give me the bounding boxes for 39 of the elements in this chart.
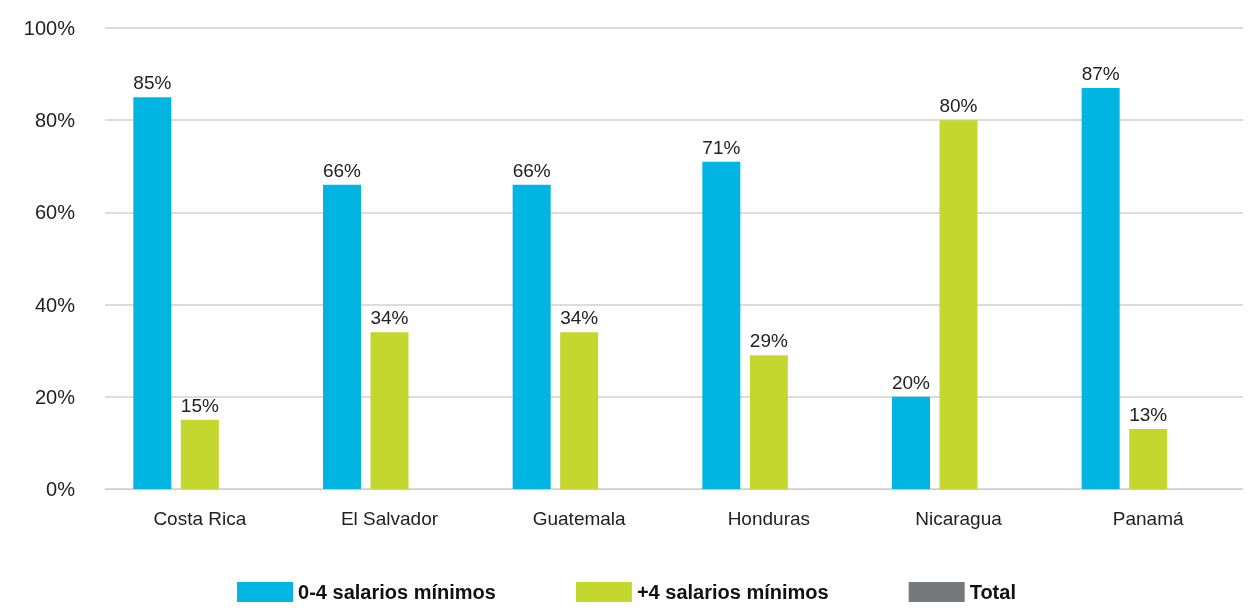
bar <box>939 120 978 489</box>
bar <box>560 332 599 489</box>
y-tick-label: 60% <box>34 201 76 224</box>
y-tick-label: 80% <box>34 109 76 132</box>
bar <box>512 184 551 489</box>
legend-label: +4 salarios mínimos <box>636 581 829 603</box>
y-tick-label: 100% <box>23 17 76 39</box>
bar <box>180 419 219 489</box>
data-label: 15% <box>180 394 219 416</box>
data-label: 85% <box>133 72 172 94</box>
x-tick-label: El Salvador <box>340 508 439 529</box>
data-label: 20% <box>891 371 931 393</box>
bar <box>323 184 361 489</box>
bar <box>1081 87 1120 489</box>
x-tick-label: Nicaragua <box>915 508 1003 529</box>
data-label: 71% <box>702 136 741 158</box>
data-label: 66% <box>322 159 362 181</box>
data-label: 29% <box>749 330 788 352</box>
x-tick-label: Guatemala <box>532 508 627 529</box>
data-label: 87% <box>1081 62 1120 84</box>
bar <box>133 97 172 489</box>
bar <box>370 332 409 489</box>
y-tick-label: 20% <box>34 385 76 408</box>
legend-label: 0-4 salarios mínimos <box>298 581 496 603</box>
x-tick-label: Panamá <box>1112 508 1184 529</box>
data-label: 34% <box>370 307 409 329</box>
x-tick-label: Honduras <box>727 508 811 529</box>
data-label: 80% <box>939 95 978 117</box>
legend-label: Total <box>969 581 1016 603</box>
y-tick-label: 40% <box>34 293 76 316</box>
bar <box>1129 429 1168 489</box>
y-tick-label: 0% <box>46 478 76 500</box>
bar <box>702 161 741 489</box>
data-label: 13% <box>1129 404 1168 426</box>
x-tick-label: Costa Rica <box>153 508 247 529</box>
bar <box>749 355 788 489</box>
data-label: 66% <box>512 159 551 181</box>
data-label: 34% <box>560 307 599 329</box>
bar <box>892 396 930 489</box>
